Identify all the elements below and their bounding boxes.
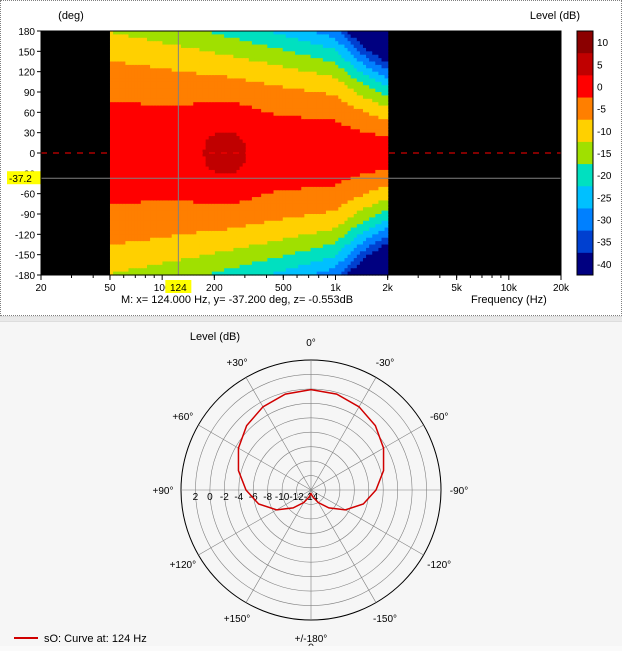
colorbar-title: Level (dB) bbox=[530, 10, 580, 22]
cursor-x-highlight: 124 bbox=[165, 280, 191, 294]
polar-svg[interactable]: Level (dB) 0°-30°-60°-90°-120°-150°+/-18… bbox=[0, 322, 622, 646]
heatmap-x-axis-label: Frequency (Hz) bbox=[471, 294, 547, 306]
directivity-heatmap-panel: (deg) Level (dB) -180-150-120-90-60-3003… bbox=[0, 0, 622, 316]
heatmap-y-axis-label: (deg) bbox=[58, 10, 84, 22]
heatmap-x-ticks: 20501002005001k2k5k10k20k bbox=[35, 275, 570, 294]
colorbar: 1050-5-10-15-20-25-30-35-40 bbox=[577, 31, 612, 276]
polar-legend-label: sO: Curve at: 124 Hz bbox=[44, 633, 147, 645]
cursor-status-text: M: x= 124.000 Hz, y= -37.200 deg, z= -0.… bbox=[121, 294, 353, 306]
polar-panel: Level (dB) 0°-30°-60°-90°-120°-150°+/-18… bbox=[0, 322, 622, 646]
polar-legend: sO: Curve at: 124 Hz bbox=[14, 633, 147, 645]
cursor-y-highlight: -37.2 bbox=[7, 171, 41, 185]
heatmap-y-ticks: -180-150-120-90-60-300306090120150180 bbox=[15, 27, 41, 282]
heatmap-svg[interactable]: (deg) Level (dB) -180-150-120-90-60-3003… bbox=[1, 1, 621, 315]
polar-level-label: Level (dB) bbox=[190, 331, 240, 343]
polar-grid bbox=[181, 360, 441, 620]
